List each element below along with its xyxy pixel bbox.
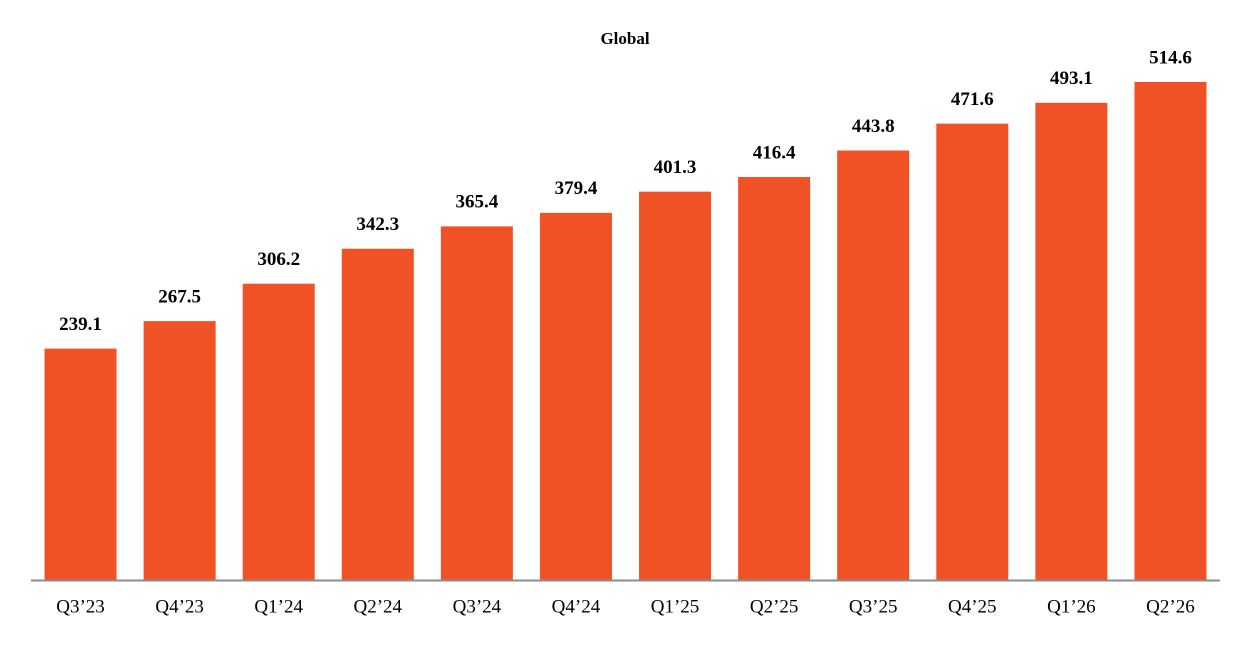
bar — [143, 321, 216, 580]
x-tick-label: Q1’25 — [651, 596, 700, 617]
x-tick-label: Q2’25 — [750, 596, 799, 617]
value-label: 365.4 — [456, 192, 499, 213]
bar — [539, 212, 612, 580]
x-tick-label: Q3’25 — [849, 596, 898, 617]
x-tick-label: Q4’23 — [155, 596, 204, 617]
value-label: 471.6 — [951, 89, 994, 110]
value-label: 239.1 — [59, 314, 102, 335]
value-label: 443.8 — [852, 116, 895, 137]
value-label: 267.5 — [158, 286, 201, 307]
x-tick-label: Q1’24 — [254, 596, 303, 617]
bar — [440, 226, 513, 581]
bar — [639, 191, 712, 581]
x-tick-label: Q1’26 — [1047, 596, 1096, 617]
x-tick-label: Q4’24 — [552, 596, 601, 617]
bar — [936, 123, 1009, 580]
x-tick-label: Q2’24 — [354, 596, 403, 617]
value-label: 306.2 — [257, 249, 300, 270]
bar — [1035, 102, 1108, 580]
value-label: 401.3 — [654, 157, 697, 178]
bar — [44, 348, 117, 580]
bar — [738, 177, 811, 580]
value-label: 493.1 — [1050, 68, 1093, 89]
x-tick-label: Q3’23 — [56, 596, 105, 617]
x-tick-label: Q4’25 — [948, 596, 997, 617]
x-tick-label: Q3’24 — [453, 596, 502, 617]
value-label: 514.6 — [1149, 47, 1192, 68]
value-label: 416.4 — [753, 142, 796, 163]
x-tick-label: Q2’26 — [1146, 596, 1195, 617]
bar — [341, 248, 414, 580]
bar — [837, 150, 910, 581]
bar — [1134, 82, 1207, 580]
value-label: 342.3 — [356, 214, 399, 235]
bar — [242, 283, 315, 580]
value-label: 379.4 — [555, 178, 598, 199]
chart-title: Global — [600, 29, 649, 48]
